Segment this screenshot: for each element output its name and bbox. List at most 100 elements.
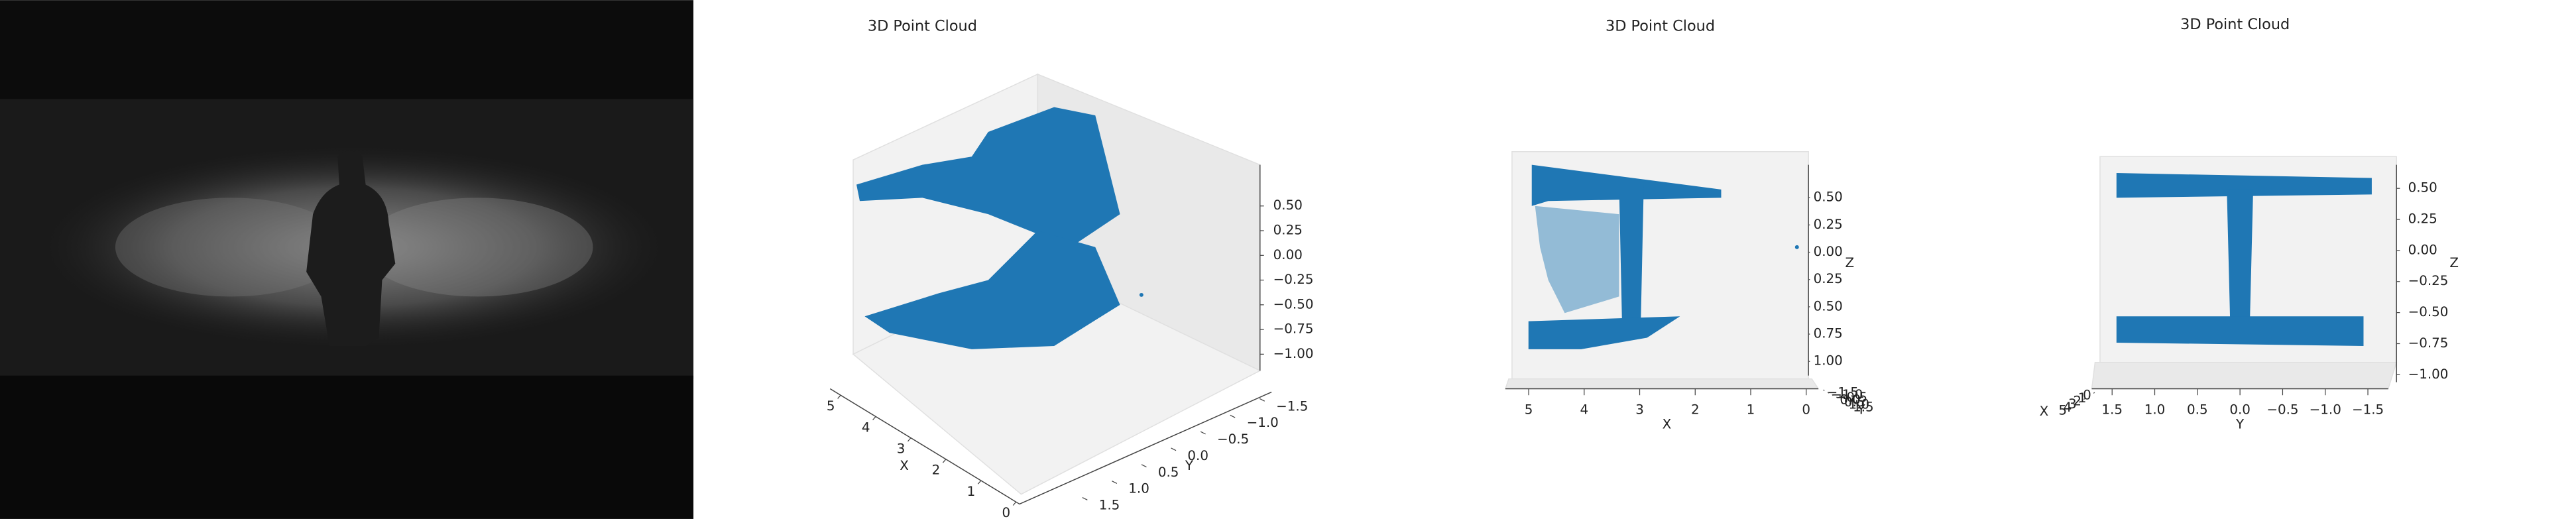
x-tick-label: 4: [2064, 400, 2072, 415]
point-cloud: [1139, 292, 1143, 297]
y-tick-label: −0.5: [1217, 432, 1249, 447]
plot-panel: [1504, 151, 1820, 390]
y-tick-label: 0.5: [1158, 465, 1179, 480]
z-tick-label: 0.25: [2408, 211, 2437, 227]
y-tick-label: 1.0: [1128, 481, 1149, 496]
point-cloud: [1619, 184, 1644, 338]
tick-mark: [1259, 398, 1265, 402]
tick-mark: [1112, 481, 1118, 484]
point-cloud: [864, 231, 1120, 349]
y-tick-label: 0.0: [1840, 392, 1861, 407]
y-tick-label: 1.5: [1853, 399, 1874, 414]
tick-mark: [1082, 496, 1088, 500]
z-tick-label: 0.50: [1814, 298, 1843, 314]
x-tick-label: 0: [1802, 402, 1810, 417]
x-axis-label: X: [900, 458, 909, 473]
z-tick-label: −0.75: [1273, 321, 1314, 337]
y-tick-label: −1.0: [1831, 387, 1863, 402]
y-tick-label: −0.5: [2266, 402, 2298, 417]
point-cloud: [856, 107, 1120, 247]
x-tick-label: 0: [1002, 505, 1010, 519]
tick-mark: [837, 394, 841, 399]
z-tick-label: 0.00: [1814, 244, 1843, 259]
x-tick-label: 1: [1747, 402, 1755, 417]
x-tick-label: 5: [827, 398, 835, 414]
pane: [2091, 362, 2398, 390]
x-axis-label: X: [2040, 404, 2049, 419]
point-cloud: [2116, 173, 2372, 198]
x-tick-label: 3: [897, 441, 906, 457]
tick-mark: [1849, 404, 1851, 406]
x-tick-label: 5: [1525, 402, 1533, 417]
z-axis-label: Z: [1845, 255, 1854, 270]
z-tick-label: 0.00: [1273, 247, 1303, 262]
z-tick-label: 0.25: [1814, 217, 1843, 232]
y-tick-label: 1.0: [2144, 402, 2166, 417]
x-tick-label: 1: [967, 484, 976, 499]
tick-mark: [1141, 464, 1147, 468]
z-tick-label: −1.00: [2408, 367, 2449, 382]
z-tick-label: −0.75: [2408, 335, 2449, 351]
z-tick-label: 0.50: [2408, 180, 2437, 196]
chart-title: 3D Point Cloud: [2180, 16, 2290, 33]
y-axis-label: Y: [1857, 402, 1866, 417]
z-tick-label: 0.75: [1814, 326, 1843, 341]
tick-mark: [1171, 447, 1177, 451]
z-tick-label: 0.00: [2408, 242, 2437, 257]
chart-title: 3D Point Cloud: [868, 17, 977, 34]
tick-mark: [907, 437, 911, 442]
y-tick-label: −1.0: [1247, 415, 1279, 430]
plot-panel: [829, 73, 1272, 505]
y-tick-label: 1.5: [1099, 497, 1120, 512]
tick-mark: [977, 480, 982, 485]
y-tick-label: 1.5: [2101, 402, 2123, 417]
y-axis-label: Y: [1185, 458, 1194, 473]
z-axis-label: Z: [2449, 255, 2459, 270]
x-axis-label: X: [1663, 417, 1672, 432]
x-tick-label: 2: [1691, 402, 1700, 417]
y-tick-label: −1.0: [2310, 402, 2341, 417]
x-tick-label: 2: [932, 463, 941, 478]
z-tick-label: 0.25: [1814, 271, 1843, 286]
z-tick-label: −0.50: [2408, 304, 2449, 319]
pane: [1504, 378, 1820, 390]
y-tick-label: −1.5: [2352, 402, 2384, 417]
y-axis-label: Y: [2235, 417, 2245, 432]
point-cloud: [1535, 205, 1619, 314]
tick-mark: [942, 459, 947, 463]
depth-image: [0, 0, 694, 519]
tick-mark: [1012, 501, 1017, 506]
z-tick-label: 0.50: [1814, 190, 1843, 205]
y-tick-label: 1.0: [1849, 397, 1870, 412]
tick-mark: [1230, 414, 1236, 418]
point-cloud: [1794, 245, 1799, 249]
z-tick-label: −1.00: [1273, 346, 1314, 361]
y-tick-label: 0.5: [2187, 402, 2208, 417]
tick-mark: [1200, 431, 1206, 435]
y-tick-label: 0.0: [1187, 448, 1208, 463]
tick-mark: [1832, 394, 1834, 396]
y-tick-label: 0.5: [1844, 394, 1865, 410]
plot-panel: [2091, 156, 2398, 390]
axis-line: [829, 388, 1272, 505]
tick-mark: [2093, 392, 2095, 394]
y-tick-label: −1.5: [1827, 384, 1859, 400]
x-tick-label: 4: [1580, 402, 1588, 417]
z-tick-label: −0.25: [2408, 273, 2449, 288]
z-tick-label: −0.50: [1273, 296, 1314, 312]
y-tick-label: −1.5: [1276, 398, 1308, 414]
point-cloud: [2227, 189, 2254, 321]
x-tick-label: 5: [2058, 402, 2067, 418]
y-tick-label: 0.0: [2229, 402, 2251, 417]
z-tick-label: −0.25: [1273, 272, 1314, 287]
y-tick-label: −0.5: [1836, 390, 1867, 405]
tick-mark: [2074, 404, 2076, 406]
z-tick-label: 1.00: [1814, 353, 1843, 369]
point-cloud: [1528, 316, 1680, 349]
z-tick-label: 0.50: [1273, 198, 1303, 213]
tick-mark: [2083, 398, 2085, 400]
point-cloud: [2116, 316, 2364, 346]
tick-mark: [872, 416, 876, 421]
